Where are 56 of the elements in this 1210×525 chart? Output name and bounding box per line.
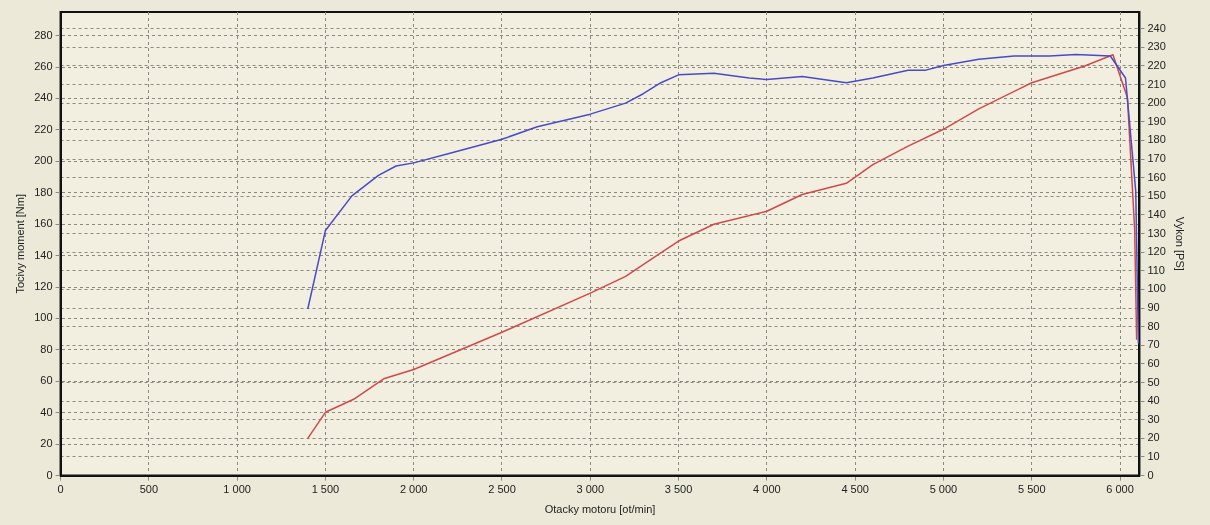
y2-tick-label: 90 <box>1147 301 1160 314</box>
x-tick-label: 2 500 <box>488 483 516 496</box>
x-tick-label: 500 <box>139 483 159 496</box>
y2-tick-label: 220 <box>1147 59 1166 72</box>
x-tick-label: 1 500 <box>311 483 340 496</box>
y-tick-label: 140 <box>34 248 53 261</box>
y2-tick-label: 130 <box>1147 226 1166 239</box>
y2-tick-label: 20 <box>1147 431 1160 444</box>
x-tick-label: 4 000 <box>753 483 781 496</box>
y2-tick-label: 180 <box>1147 133 1166 146</box>
y2-tick-label: 160 <box>1147 170 1166 183</box>
y-tick-label: 260 <box>34 60 53 73</box>
y2-tick-label: 230 <box>1147 40 1166 53</box>
y-tick-label: 120 <box>34 280 53 293</box>
y-tick-label: 160 <box>34 217 53 230</box>
y-axis-title: Tocivy moment [Nm] <box>13 193 26 294</box>
x-tick-label: 3 500 <box>664 483 693 496</box>
y-tick-label: 0 <box>46 468 53 481</box>
y-tick-label: 100 <box>34 311 53 324</box>
y2-tick-label: 100 <box>1147 282 1166 295</box>
x-tick-label: 1 000 <box>223 483 251 496</box>
y2-tick-label: 240 <box>1147 21 1166 34</box>
y2-axis-title: Vykon [PS] <box>1174 216 1187 271</box>
y-tick-label: 80 <box>40 342 53 355</box>
y2-tick-label: 70 <box>1147 338 1160 351</box>
x-axis-title: Otacky motoru [ot/min] <box>544 503 656 516</box>
y-tick-label: 40 <box>40 405 53 418</box>
x-tick-label: 5 000 <box>929 483 958 496</box>
y2-tick-label: 60 <box>1147 356 1160 369</box>
y2-tick-label: 10 <box>1147 450 1160 463</box>
y-tick-label: 240 <box>34 91 53 104</box>
y2-tick-label: 150 <box>1147 189 1166 202</box>
x-tick-label: 5 500 <box>1017 483 1046 496</box>
y2-tick-label: 80 <box>1147 319 1160 332</box>
y-tick-label: 20 <box>40 437 53 450</box>
x-tick-label: 0 <box>57 483 64 496</box>
y2-tick-label: 0 <box>1147 468 1154 481</box>
y2-tick-label: 140 <box>1147 207 1166 220</box>
x-tick-label: 4 500 <box>841 483 869 496</box>
y2-tick-label: 190 <box>1147 114 1166 127</box>
y2-tick-label: 110 <box>1147 263 1165 276</box>
y-tick-label: 280 <box>34 28 53 41</box>
y2-tick-label: 210 <box>1147 77 1166 90</box>
x-tick-label: 6 000 <box>1106 483 1134 496</box>
y2-tick-label: 170 <box>1147 152 1166 165</box>
y2-tick-label: 200 <box>1147 96 1166 109</box>
y2-tick-label: 30 <box>1147 412 1160 425</box>
y2-tick-label: 40 <box>1147 394 1160 407</box>
x-tick-label: 3 000 <box>576 483 605 496</box>
y-tick-label: 220 <box>34 122 53 135</box>
y2-tick-label: 50 <box>1147 375 1160 388</box>
y-tick-label: 200 <box>34 154 53 167</box>
y2-tick-label: 120 <box>1147 245 1166 258</box>
y-tick-label: 60 <box>40 374 53 387</box>
y-tick-label: 180 <box>34 185 53 198</box>
x-tick-label: 2 000 <box>399 483 428 496</box>
